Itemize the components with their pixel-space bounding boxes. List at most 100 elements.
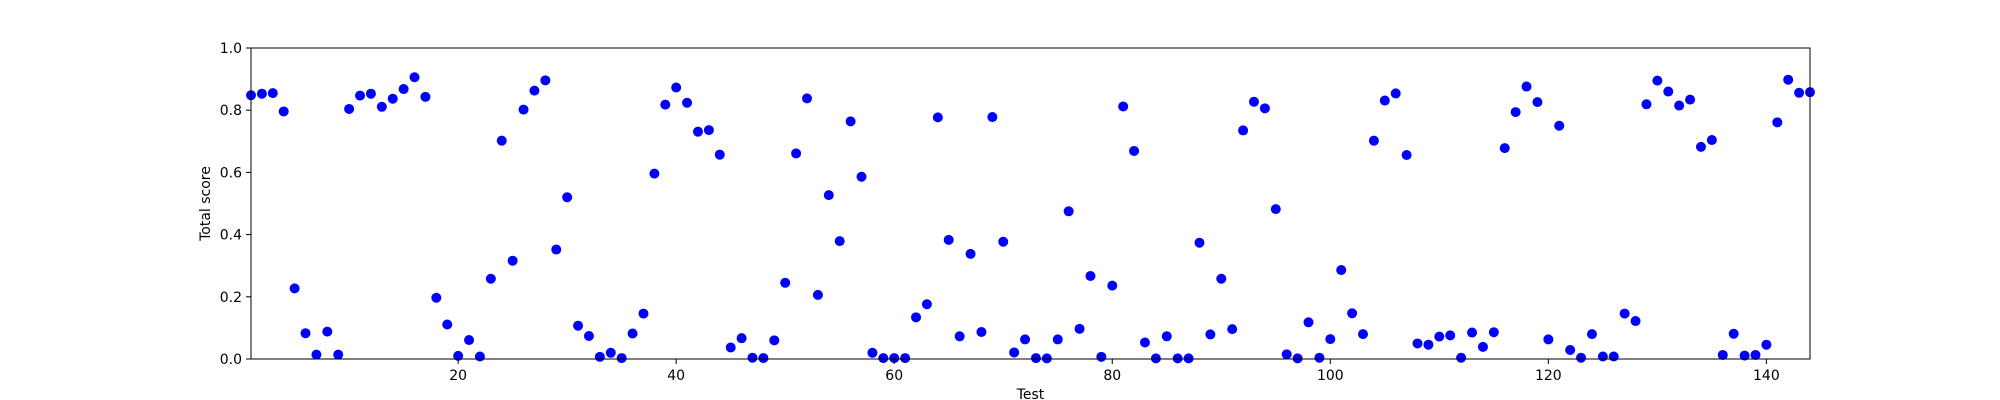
x-tick-label: 20 bbox=[449, 368, 467, 384]
data-point bbox=[954, 331, 965, 342]
data-point bbox=[1314, 352, 1325, 363]
y-tick-label: 1.0 bbox=[220, 41, 242, 57]
data-point bbox=[1009, 347, 1020, 358]
data-point bbox=[573, 320, 584, 331]
data-point bbox=[583, 330, 594, 341]
data-point bbox=[998, 236, 1009, 247]
data-point bbox=[1183, 353, 1194, 364]
data-points bbox=[246, 72, 1815, 364]
data-point bbox=[911, 312, 922, 323]
data-point bbox=[1554, 120, 1565, 131]
data-point bbox=[1488, 327, 1499, 338]
data-point bbox=[1630, 316, 1641, 327]
data-point bbox=[453, 350, 464, 361]
data-point bbox=[943, 234, 954, 245]
data-point bbox=[355, 90, 366, 101]
data-point bbox=[780, 277, 791, 288]
data-point bbox=[333, 349, 344, 360]
data-point bbox=[1521, 81, 1532, 92]
data-point bbox=[1194, 237, 1205, 248]
data-point bbox=[1303, 317, 1314, 328]
data-point bbox=[1532, 97, 1543, 108]
data-point bbox=[1695, 141, 1706, 152]
data-point bbox=[1368, 135, 1379, 146]
data-point bbox=[1085, 270, 1096, 281]
data-point bbox=[965, 248, 976, 259]
data-point bbox=[791, 148, 802, 159]
x-tick-label: 80 bbox=[1103, 368, 1121, 384]
y-tick-label: 0.2 bbox=[220, 290, 242, 306]
data-point bbox=[1020, 334, 1031, 345]
x-axis: 20 40 60 80 100 120 140 bbox=[449, 359, 1780, 384]
x-axis-label: Test bbox=[1016, 387, 1045, 400]
data-point bbox=[889, 353, 900, 364]
data-point bbox=[736, 333, 747, 344]
data-point bbox=[518, 104, 529, 115]
data-point bbox=[1074, 323, 1085, 334]
data-point bbox=[485, 273, 496, 284]
data-point bbox=[976, 326, 987, 337]
data-point bbox=[365, 88, 376, 99]
data-point bbox=[1783, 74, 1794, 85]
data-point bbox=[1227, 324, 1238, 335]
data-point bbox=[474, 351, 485, 362]
data-point bbox=[1674, 100, 1685, 111]
y-tick-label: 0.8 bbox=[220, 103, 242, 119]
data-point bbox=[1456, 352, 1467, 363]
data-point bbox=[278, 106, 289, 117]
data-point bbox=[1270, 204, 1281, 215]
data-point bbox=[1467, 327, 1478, 338]
data-point bbox=[660, 99, 671, 110]
data-point bbox=[1325, 334, 1336, 345]
data-point bbox=[1576, 352, 1587, 363]
data-point bbox=[605, 347, 616, 358]
data-point bbox=[747, 352, 758, 363]
data-point bbox=[932, 112, 943, 123]
plot-frame bbox=[250, 47, 1811, 360]
data-point bbox=[616, 353, 627, 364]
data-point bbox=[856, 171, 867, 182]
data-point bbox=[409, 72, 420, 83]
data-point bbox=[878, 353, 889, 364]
data-point bbox=[649, 168, 660, 179]
x-tick-label: 40 bbox=[667, 368, 685, 384]
data-point bbox=[627, 328, 638, 339]
data-point bbox=[1543, 334, 1554, 345]
data-point bbox=[823, 190, 834, 201]
data-point bbox=[442, 319, 453, 330]
data-point bbox=[300, 328, 311, 339]
data-point bbox=[496, 135, 507, 146]
data-point bbox=[1030, 353, 1041, 364]
y-axis: 0.0 0.2 0.4 0.6 0.8 1.0 bbox=[220, 41, 251, 368]
data-point bbox=[1728, 328, 1739, 339]
data-point bbox=[921, 299, 932, 310]
data-point bbox=[1586, 329, 1597, 340]
data-point bbox=[1063, 206, 1074, 217]
data-point bbox=[1052, 334, 1063, 345]
data-point bbox=[845, 116, 856, 127]
data-point bbox=[1717, 349, 1728, 360]
data-point bbox=[714, 149, 725, 160]
data-point bbox=[867, 347, 878, 358]
data-point bbox=[387, 93, 398, 104]
data-point bbox=[802, 93, 813, 104]
data-point bbox=[322, 326, 333, 337]
data-point bbox=[1619, 308, 1630, 319]
data-point bbox=[1412, 338, 1423, 349]
data-point bbox=[758, 353, 769, 364]
data-point bbox=[1238, 125, 1249, 136]
data-point bbox=[398, 84, 409, 95]
data-point bbox=[900, 353, 911, 364]
data-point bbox=[1107, 280, 1118, 291]
data-point bbox=[562, 192, 573, 203]
data-point bbox=[1172, 353, 1183, 364]
x-tick-label: 100 bbox=[1317, 368, 1344, 384]
data-point bbox=[256, 88, 267, 99]
data-point bbox=[834, 236, 845, 247]
y-tick-label: 0.6 bbox=[220, 165, 242, 181]
data-point bbox=[1129, 145, 1140, 156]
data-point bbox=[769, 335, 780, 346]
data-point bbox=[1685, 94, 1696, 105]
